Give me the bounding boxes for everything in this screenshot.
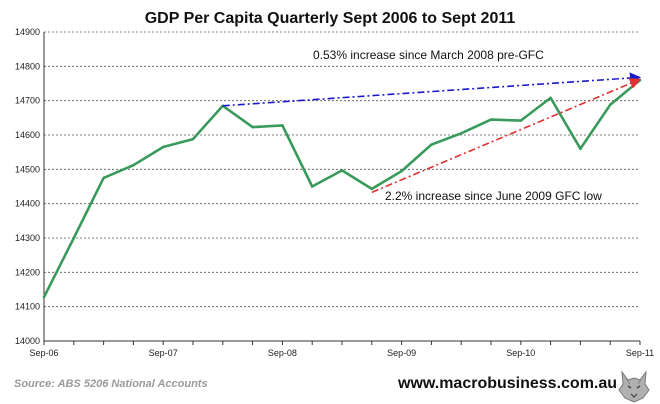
data-point bbox=[430, 143, 433, 146]
y-tick-label: 14900 bbox=[15, 27, 40, 37]
source-note: Source: ABS 5206 National Accounts bbox=[14, 378, 208, 390]
data-point bbox=[400, 169, 403, 173]
data-point bbox=[281, 124, 284, 127]
y-tick-label: 14000 bbox=[15, 336, 40, 346]
x-tick-label: Sep-08 bbox=[268, 348, 297, 358]
data-point bbox=[519, 119, 523, 122]
wolf-logo-icon bbox=[618, 370, 650, 403]
y-tick-label: 14800 bbox=[15, 61, 40, 71]
annotation-pre-gfc-label: 0.53% increase since March 2008 pre-GFC bbox=[313, 48, 544, 62]
annotations bbox=[222, 72, 642, 194]
y-tick-label: 14400 bbox=[15, 199, 40, 209]
y-tick-label: 14600 bbox=[15, 130, 40, 140]
data-point bbox=[310, 185, 314, 188]
data-point bbox=[340, 169, 344, 172]
data-point bbox=[579, 147, 582, 151]
x-tick-label: Sep-06 bbox=[29, 348, 58, 358]
grid-lines bbox=[44, 31, 640, 308]
data-point bbox=[459, 131, 463, 135]
data-point bbox=[549, 96, 552, 100]
x-tick-label: Sep-07 bbox=[149, 348, 178, 358]
y-axis: 14000 14100 14200 14300 14400 14500 14600 14700… bbox=[15, 27, 45, 346]
data-point bbox=[608, 103, 612, 107]
data-point bbox=[161, 145, 165, 149]
data-point bbox=[251, 125, 254, 129]
data-point bbox=[191, 137, 195, 141]
data-point bbox=[42, 295, 46, 299]
data-point bbox=[72, 236, 76, 240]
x-tick-label: Sep-09 bbox=[387, 348, 416, 358]
annotation-gfc-low-label: 2.2% increase since June 2009 GFC low bbox=[385, 189, 602, 203]
y-tick-label: 14500 bbox=[15, 164, 40, 174]
chart-title: GDP Per Capita Quarterly Sept 2006 to Se… bbox=[145, 10, 516, 27]
data-point bbox=[370, 187, 374, 191]
y-tick-label: 14300 bbox=[15, 233, 40, 243]
series-layer bbox=[42, 78, 642, 299]
y-tick-label: 14100 bbox=[15, 302, 40, 312]
annotation-arrow-pre-gfc bbox=[222, 72, 642, 107]
x-axis: Sep-06 Sep-07 Sep-08 Sep-09 Sep-10 Sep-11 bbox=[29, 340, 654, 358]
x-tick-label: Sep-11 bbox=[626, 348, 654, 358]
x-tick-label: Sep-10 bbox=[506, 348, 535, 358]
data-point bbox=[102, 176, 105, 180]
y-tick-label: 14700 bbox=[15, 96, 40, 106]
brand-url: www.macrobusiness.com.au bbox=[397, 375, 617, 392]
data-point bbox=[489, 118, 493, 121]
data-point bbox=[132, 163, 135, 167]
y-tick-label: 14200 bbox=[15, 267, 40, 277]
annotation-arrow-gfc-low bbox=[371, 78, 642, 194]
